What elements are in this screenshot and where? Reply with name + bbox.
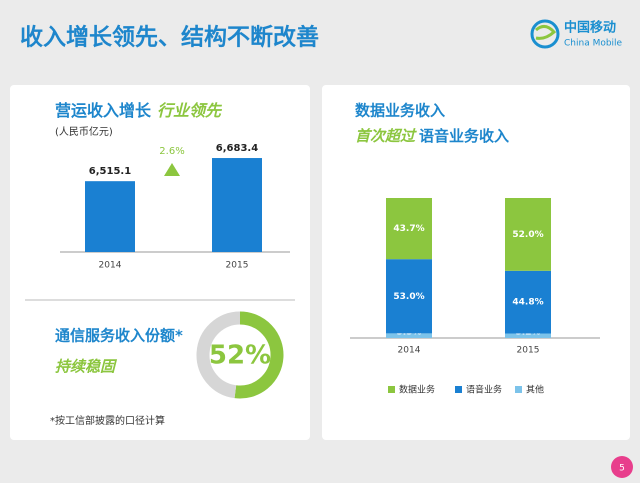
- bar-segment: [505, 198, 551, 271]
- legend-label: 语音业务: [466, 384, 502, 396]
- legend-label: 数据业务: [399, 384, 435, 396]
- x-tick-label: 2014: [99, 261, 122, 271]
- value-label: 6,515.1: [89, 166, 131, 177]
- bar-segment: [505, 333, 551, 338]
- value-label: 43.7%: [393, 224, 424, 234]
- logo-icon: [535, 25, 557, 40]
- value-label: 52%: [209, 341, 271, 371]
- chart-title: 数据业务收入: [355, 102, 445, 120]
- title-highlight: 行业领先: [157, 101, 223, 120]
- chart-subtitle: 首次超过 语音业务收入: [355, 127, 509, 145]
- bar-segment: [505, 270, 551, 334]
- logo-text: China Mobile: [564, 39, 623, 49]
- x-tick-label: 2014: [398, 346, 421, 356]
- value-label: 53.0%: [393, 292, 424, 302]
- donut-segment: [196, 311, 241, 399]
- bar-segment: [386, 259, 432, 334]
- unit-label: (人民币亿元): [55, 125, 113, 138]
- panel: [322, 85, 630, 440]
- footnote: *按工信部披露的口径计算: [50, 414, 165, 427]
- growth-arrow: [164, 163, 180, 176]
- value-label: 44.8%: [512, 298, 543, 308]
- chart-title: 通信服务收入份额*: [55, 327, 183, 345]
- legend-swatch: [388, 386, 395, 393]
- slide-title: 收入增长领先、结构不断改善: [20, 24, 319, 51]
- subtitle-highlight: 首次超过: [355, 127, 417, 145]
- bar-segment: [386, 198, 432, 260]
- x-tick-label: 2015: [517, 346, 540, 356]
- chart-subtitle: 持续稳固: [55, 358, 118, 376]
- chart-title: 营运收入增长 行业领先: [55, 101, 223, 120]
- logo-icon: [530, 19, 560, 49]
- logo-text: 中国移动: [564, 20, 616, 36]
- page-number: 5: [619, 464, 625, 474]
- legend-swatch: [515, 386, 522, 393]
- value-label: 6,683.4: [216, 143, 258, 154]
- bar-segment: [386, 333, 432, 338]
- legend-swatch: [455, 386, 462, 393]
- donut-segment: [234, 311, 284, 399]
- x-tick-label: 2015: [226, 261, 249, 271]
- page-badge: [611, 456, 633, 478]
- legend-label: 其他: [526, 384, 544, 396]
- subtitle-part: 语音业务收入: [419, 127, 509, 145]
- value-label: 52.0%: [512, 230, 543, 240]
- bar: [212, 158, 262, 252]
- annotation: 2.6%: [159, 146, 184, 157]
- title-part: 营运收入增长: [55, 101, 152, 120]
- bar: [85, 181, 135, 252]
- logo: 中国移动 China Mobile: [530, 19, 623, 49]
